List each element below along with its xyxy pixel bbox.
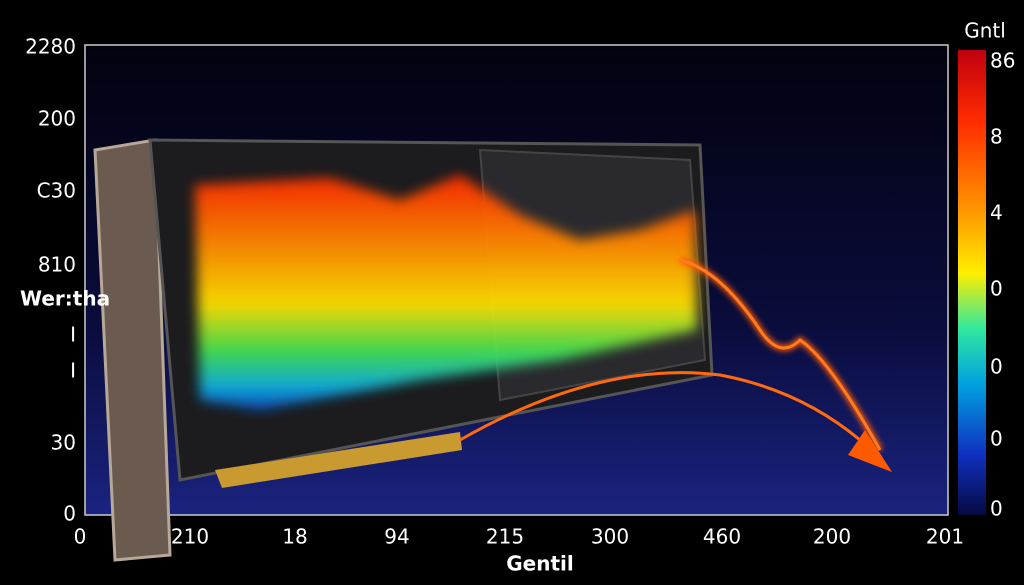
x-axis-label: 94 [384, 525, 409, 549]
y-axis-label: 2280 [25, 35, 76, 59]
y-axis-label: I [70, 323, 76, 347]
x-axis-label: 18 [282, 525, 307, 549]
y-axis-label: C30 [37, 179, 76, 203]
colorbar-title: Gntl [964, 19, 1006, 43]
colorbar-label: 0 [990, 427, 1003, 451]
x-axis-label: 201 [926, 525, 964, 549]
colorbar-label: 8 [990, 125, 1003, 149]
x-axis-label: 200 [813, 525, 851, 549]
colorbar-label: 0 [990, 355, 1003, 379]
colorbar-label: 0 [990, 277, 1003, 301]
y-axis-title: Wer:tha [20, 287, 110, 311]
heat-overlay [195, 175, 697, 410]
x-axis-label: 210 [171, 525, 209, 549]
y-axis-label: 30 [51, 431, 76, 455]
x-axis-title: Gentil [506, 552, 574, 576]
y-axis-label: 200 [38, 107, 76, 131]
y-axis-label: I [70, 359, 76, 383]
x-axis-label: 300 [591, 525, 629, 549]
colorbar [958, 50, 986, 515]
y-axis-label: 0 [63, 502, 76, 526]
x-axis-label: 0 [74, 525, 87, 549]
colorbar-label: 86 [990, 49, 1015, 73]
x-axis-label: 215 [486, 525, 524, 549]
x-axis-label: 460 [703, 525, 741, 549]
colorbar-label: 0 [990, 497, 1003, 521]
trend-arrow [459, 257, 892, 472]
colorbar-label: 4 [990, 201, 1003, 225]
y-axis-label: 810 [38, 253, 76, 277]
